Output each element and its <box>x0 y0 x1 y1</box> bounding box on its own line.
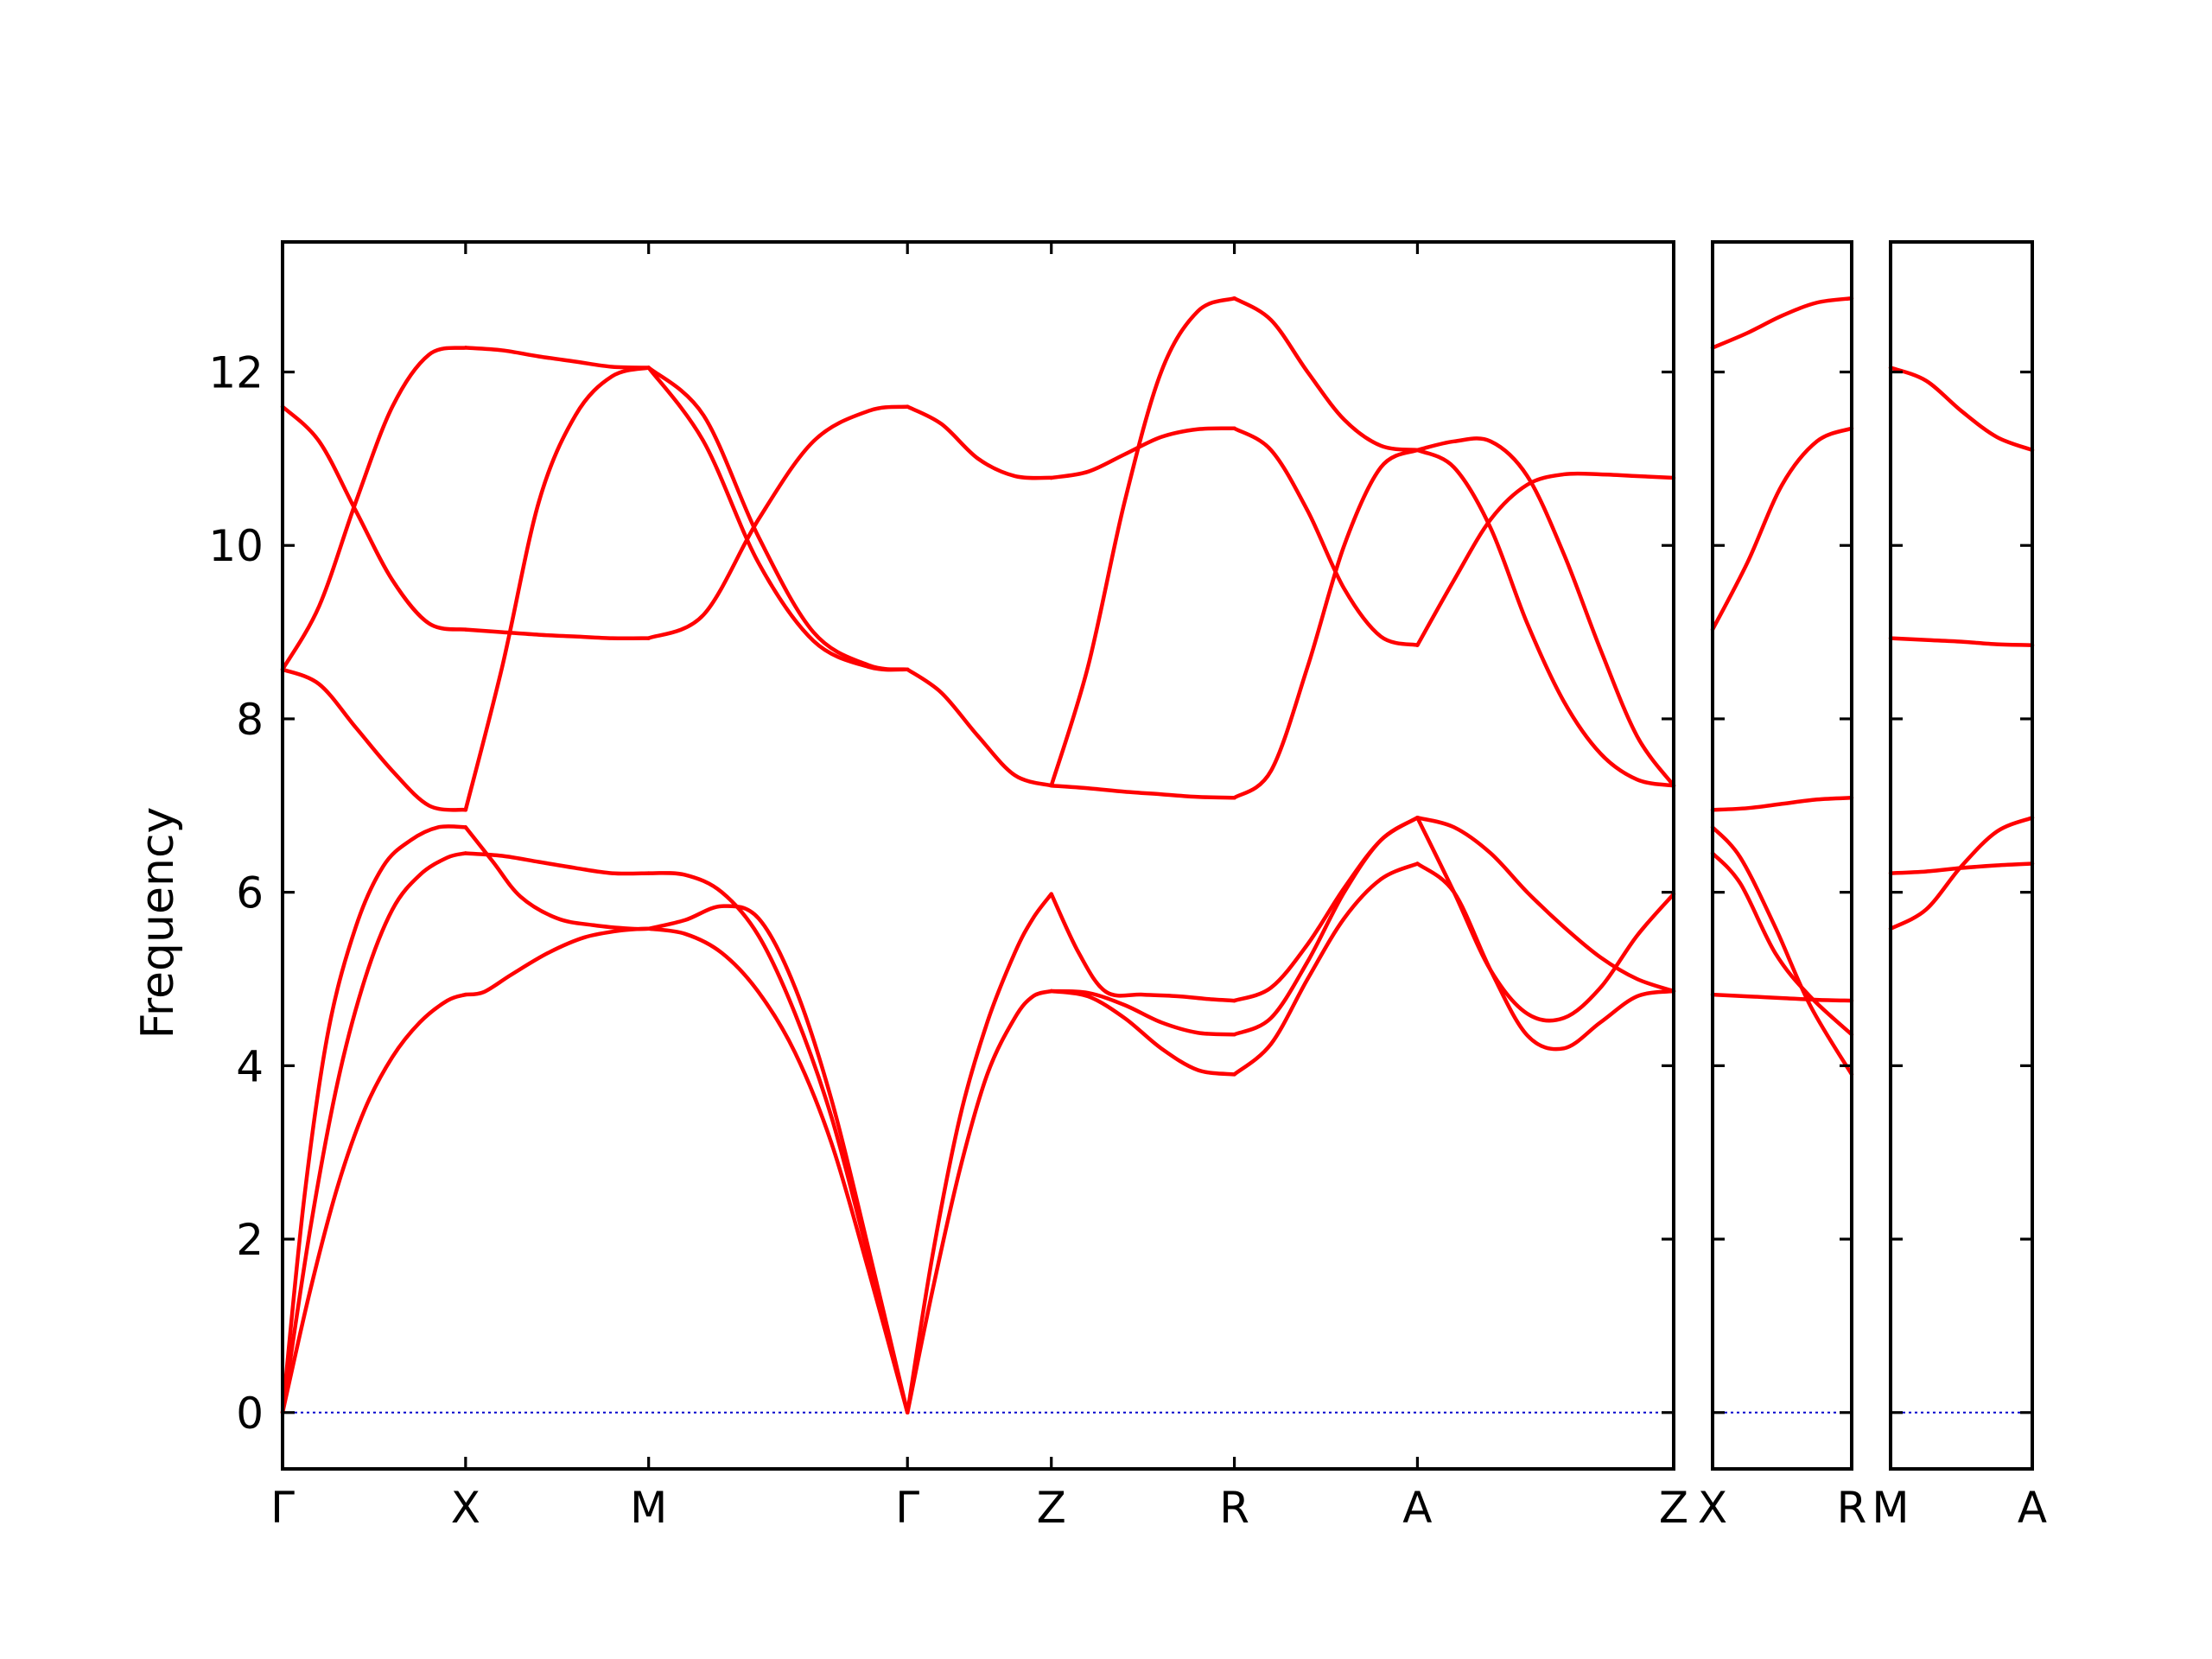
panel-frame-1 <box>281 240 1675 1471</box>
band-line-1-19 <box>1415 816 1676 1023</box>
y-tick-label: 10 <box>208 521 264 571</box>
band-line-1-39 <box>1415 448 1676 788</box>
y-tick-label: 12 <box>208 348 264 398</box>
band-line-1-6 <box>463 926 651 997</box>
band-line-1-32 <box>1049 783 1236 800</box>
y-tick-label: 4 <box>236 1041 264 1091</box>
x-tick-label: M <box>630 1483 667 1533</box>
band-line-1-22 <box>280 346 468 671</box>
band-line-1-25 <box>463 627 651 641</box>
band-line-1-38 <box>1415 436 1676 788</box>
band-line-2-3 <box>1710 796 1854 812</box>
band-line-1-21 <box>280 667 468 812</box>
band-line-1-29 <box>646 404 910 640</box>
band-line-2-4 <box>1710 825 1854 1077</box>
band-line-3-1 <box>1888 365 2035 453</box>
y-tick-label: 8 <box>236 695 264 745</box>
panel-frame-3 <box>1889 240 2034 1471</box>
band-line-1-11 <box>905 988 1053 1415</box>
y-tick-label: 2 <box>236 1215 264 1265</box>
y-tick-label: 6 <box>236 868 264 918</box>
band-line-1-14 <box>1049 988 1236 1077</box>
band-line-2-6 <box>1710 992 1854 1003</box>
band-line-1-15 <box>1232 816 1420 1003</box>
x-tick-label: Γ <box>895 1483 919 1533</box>
band-line-1-9 <box>646 926 910 1415</box>
y-axis-label: Frequency <box>132 807 184 1039</box>
band-line-1-8 <box>646 871 910 1415</box>
band-line-1-27 <box>646 365 910 672</box>
x-tick-label: A <box>2018 1483 2047 1533</box>
band-line-1-3 <box>280 992 468 1415</box>
band-line-1-5 <box>463 851 651 876</box>
band-line-1-23 <box>280 404 468 632</box>
x-tick-label: Z <box>1037 1483 1066 1533</box>
band-line-1-10 <box>905 892 1053 1415</box>
band-line-3-2 <box>1888 636 2035 647</box>
band-line-1-1 <box>280 824 468 1415</box>
x-tick-label: A <box>1402 1483 1432 1533</box>
x-tick-label: R <box>1219 1483 1249 1533</box>
x-tick-label: Z <box>1659 1483 1688 1533</box>
band-line-1-28 <box>646 365 910 671</box>
panel-frame-2 <box>1711 240 1853 1471</box>
x-tick-label: Γ <box>270 1483 295 1533</box>
x-tick-label: X <box>1698 1483 1727 1533</box>
band-line-1-18 <box>1415 816 1676 994</box>
band-line-1-17 <box>1232 861 1420 1077</box>
band-line-1-12 <box>1049 892 1236 1003</box>
band-line-1-35 <box>1232 296 1420 453</box>
band-line-1-7 <box>646 904 910 1415</box>
band-line-1-4 <box>463 825 651 931</box>
band-line-1-13 <box>1049 988 1236 1037</box>
band-line-1-36 <box>1232 426 1420 647</box>
x-tick-label: M <box>1872 1483 1909 1533</box>
band-line-1-33 <box>1049 296 1236 788</box>
band-line-1-16 <box>1232 816 1420 1037</box>
band-line-2-5 <box>1710 851 1854 1037</box>
band-line-1-34 <box>1049 426 1236 480</box>
band-line-1-24 <box>463 346 651 370</box>
y-tick-label: 0 <box>236 1389 264 1439</box>
band-line-1-40 <box>1415 471 1676 647</box>
band-line-1-31 <box>905 404 1053 480</box>
band-line-2-2 <box>1710 426 1854 632</box>
band-line-1-26 <box>463 365 651 812</box>
band-line-1-20 <box>1415 861 1676 1052</box>
band-line-2-1 <box>1710 296 1854 350</box>
band-line-3-4 <box>1888 816 2035 931</box>
band-line-1-37 <box>1232 448 1420 800</box>
x-tick-label: R <box>1837 1483 1867 1533</box>
band-line-1-2 <box>280 851 468 1415</box>
band-line-1-30 <box>905 667 1053 788</box>
x-tick-label: X <box>451 1483 480 1533</box>
